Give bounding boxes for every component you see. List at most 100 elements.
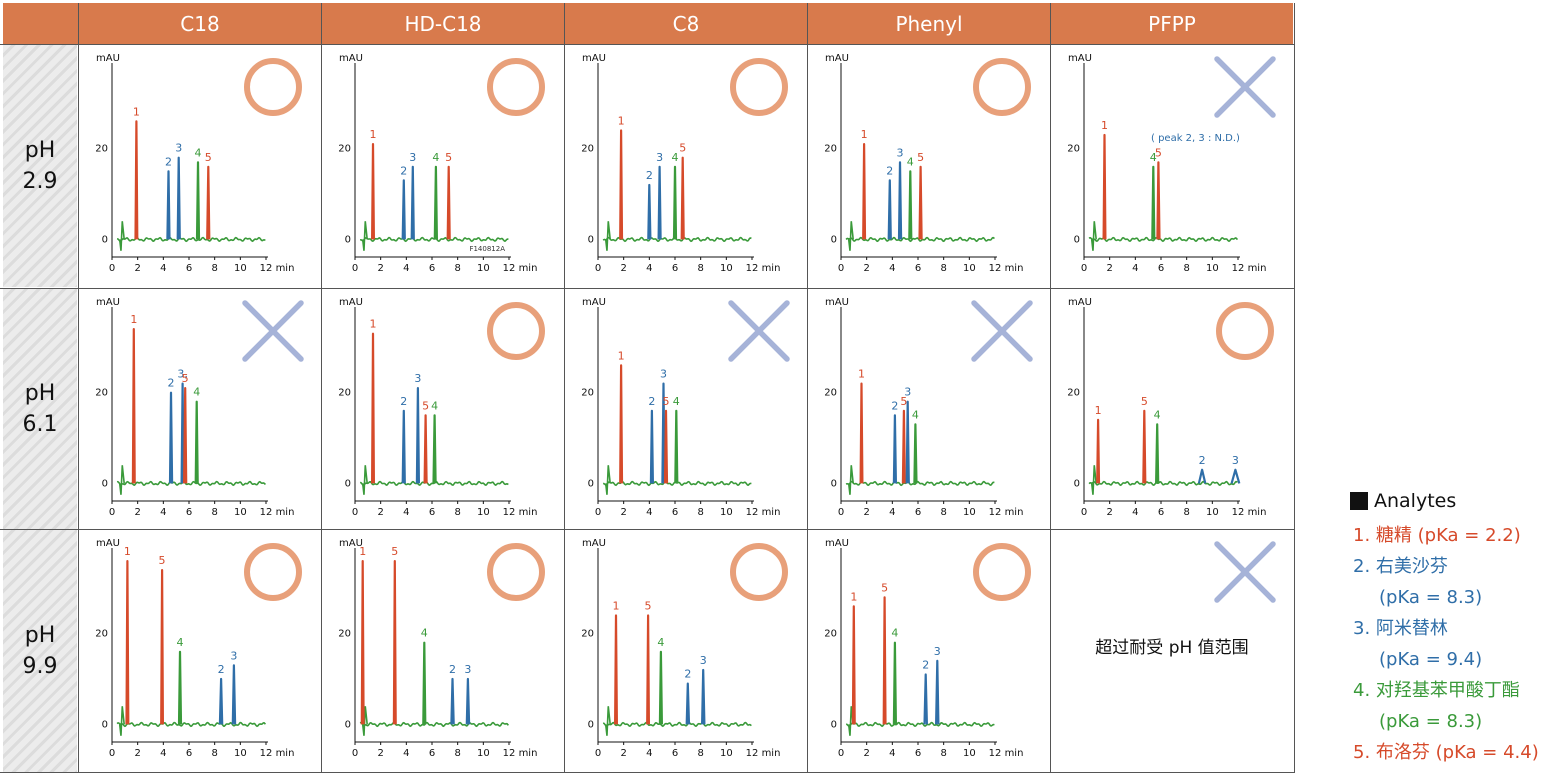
- x-axis-unit: min: [519, 748, 538, 759]
- x-tick-label: 10: [720, 748, 733, 759]
- x-tick-label: 10: [963, 507, 976, 518]
- solvent-front: [847, 465, 854, 495]
- x-tick-label: 12: [746, 263, 759, 274]
- y-tick-label: 20: [338, 388, 351, 399]
- suitable-circle-icon: [730, 58, 788, 116]
- peak-1: [619, 364, 624, 484]
- chromatogram-panel: mAU 0 20 0 2 4 6 8 10 12 min 1 5 4 2 3: [79, 530, 321, 772]
- x-tick-label: 4: [1132, 507, 1138, 518]
- peak-label: 4: [1154, 408, 1161, 421]
- peak-label: 1: [359, 545, 366, 558]
- analytes-legend: Analytes 1. 糖精 (pKa = 2.2) 2. 右美沙芬 (pKa = …: [1350, 490, 1562, 770]
- suitable-circle-icon: [487, 543, 545, 601]
- row-label-value: 6.1: [22, 412, 58, 437]
- peak-label: 2: [891, 399, 898, 412]
- peak-2: [649, 409, 654, 484]
- panel-annotation: F140812A: [469, 245, 505, 253]
- solvent-front: [118, 465, 125, 495]
- x-tick-label: 4: [160, 263, 166, 274]
- row-label-value: 9.9: [22, 654, 58, 679]
- x-tick-label: 0: [1081, 263, 1087, 274]
- peak-label: 3: [409, 151, 416, 164]
- peak-label: 3,: [177, 368, 188, 381]
- row-label: pH 6.1: [3, 289, 77, 529]
- peak-5: [446, 165, 451, 240]
- y-axis-unit: mAU: [96, 297, 120, 308]
- peak-label: 1: [130, 313, 137, 326]
- x-tick-label: 0: [352, 263, 358, 274]
- peak-4: [194, 400, 199, 484]
- peak-label: 3: [656, 151, 663, 164]
- x-tick-label: 8: [454, 507, 460, 518]
- peak-label: 3: [230, 649, 237, 662]
- column-header: PFPP: [1051, 3, 1293, 44]
- baseline-trace: [116, 721, 267, 728]
- peak-2: [218, 677, 224, 725]
- x-tick-label: 4: [646, 263, 652, 274]
- peak-5: [1142, 409, 1147, 484]
- peak-2: [892, 414, 897, 484]
- x-tick-label: 6: [429, 507, 435, 518]
- peak-3: [415, 387, 420, 484]
- peak-1: [125, 560, 130, 725]
- x-tick-label: 0: [352, 748, 358, 759]
- peak-5: [663, 409, 669, 484]
- solvent-front: [361, 465, 368, 495]
- column-header: C8: [565, 3, 807, 44]
- chromatogram-panel: mAU 0 20 0 2 4 6 8 10 12 min 1 2 3 4 5 F140812A: [322, 45, 564, 287]
- grid-line: [1294, 3, 1295, 773]
- x-tick-label: 6: [672, 507, 678, 518]
- x-tick-label: 0: [352, 507, 358, 518]
- y-tick-label: 20: [581, 629, 594, 640]
- peak-label: 1: [618, 115, 625, 128]
- x-axis-unit: min: [276, 748, 295, 759]
- peak-2: [401, 409, 406, 484]
- peak-label: 2: [886, 164, 893, 177]
- row-label-ph: pH: [24, 381, 56, 406]
- peak-label: 3: [934, 645, 941, 658]
- y-axis-unit: mAU: [582, 538, 606, 549]
- peak-label: 2: [1199, 454, 1206, 467]
- suitable-circle-icon: [1216, 302, 1274, 360]
- y-axis-unit: mAU: [96, 53, 120, 64]
- peak-label: 1: [850, 590, 857, 603]
- x-tick-label: 8: [697, 507, 703, 518]
- peak-label: 3: [414, 372, 421, 385]
- peak-5: [901, 409, 906, 484]
- x-tick-label: 8: [211, 748, 217, 759]
- x-tick-label: 2: [377, 748, 383, 759]
- x-tick-label: 10: [720, 507, 733, 518]
- x-tick-label: 12: [503, 263, 516, 274]
- x-tick-label: 10: [234, 748, 247, 759]
- out-of-range-note: 超过耐受 pH 值范围: [1095, 638, 1249, 658]
- x-axis-unit: min: [519, 507, 538, 518]
- peak-3: [897, 161, 903, 240]
- grid-line: [0, 772, 1295, 773]
- peak-label: 5: [1141, 395, 1148, 408]
- legend-item-2: (pKa = 8.3): [1379, 587, 1483, 608]
- peak-3: [180, 382, 185, 484]
- x-tick-label: 12: [1232, 507, 1245, 518]
- peak-4: [658, 650, 663, 725]
- peak-5: [918, 165, 923, 240]
- x-tick-label: 2: [134, 263, 140, 274]
- x-tick-label: 2: [620, 263, 626, 274]
- y-tick-label: 0: [102, 478, 108, 489]
- x-axis-unit: min: [519, 263, 538, 274]
- suitable-circle-icon: [244, 543, 302, 601]
- baseline-trace: [1088, 480, 1238, 487]
- x-tick-label: 4: [160, 507, 166, 518]
- x-tick-label: 8: [211, 507, 217, 518]
- x-tick-label: 8: [697, 263, 703, 274]
- peak-label: 3: [700, 654, 707, 667]
- x-tick-label: 0: [595, 748, 601, 759]
- peak-4: [1151, 165, 1156, 240]
- x-tick-label: 4: [889, 507, 895, 518]
- peak-1: [859, 382, 864, 484]
- grid-line: [0, 288, 1295, 289]
- y-tick-label: 20: [581, 388, 594, 399]
- legend-item-1: 1. 糖精 (pKa = 2.2): [1353, 525, 1521, 546]
- peak-5: [160, 569, 164, 725]
- y-axis-unit: mAU: [825, 538, 849, 549]
- peak-label: 4: [177, 636, 184, 649]
